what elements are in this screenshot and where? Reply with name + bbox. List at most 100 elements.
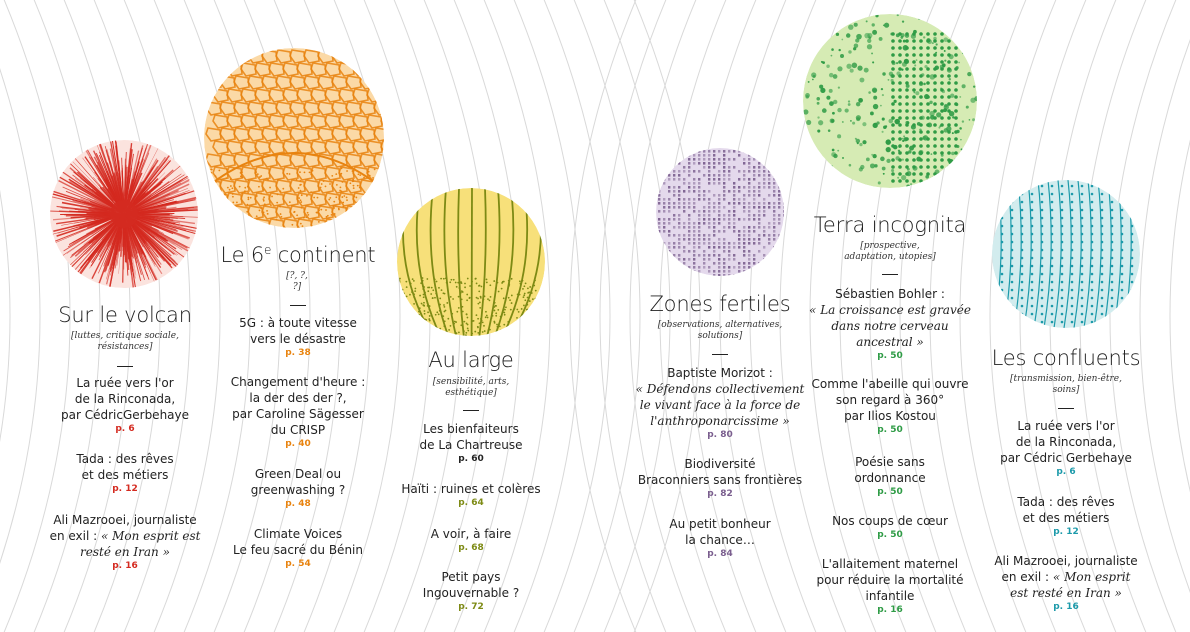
arc-line [543, 0, 611, 632]
title-superscript: e [264, 243, 272, 257]
toc-entry[interactable]: Les bienfaiteurs de La Chartreuse p. 60 [380, 421, 562, 465]
divider [290, 305, 306, 306]
entry-line: est resté en Iran » [1010, 586, 1122, 600]
entry-line: l'anthroponarcissime » [650, 414, 790, 428]
arc-line [33, 0, 101, 632]
toc-entry[interactable]: Green Deal ou greenwashing ? p. 48 [200, 466, 396, 510]
toc-entry[interactable]: Baptiste Morizot : « Défendons collectiv… [615, 365, 825, 441]
arc-line [629, 0, 697, 632]
entry-line: resté en Iran » [80, 545, 170, 559]
entry-line: La ruée vers l'or [76, 376, 174, 390]
entry-line: Les bienfaiteurs [423, 422, 519, 436]
entry-line: La ruée vers l'or [1017, 419, 1115, 433]
entry-line: Ali Mazrooei, journaliste [53, 513, 197, 527]
toc-entry[interactable]: Petit pays Ingouvernable ? p. 72 [380, 569, 562, 613]
arc-line [153, 0, 221, 632]
entry-line: de la Rinconada, [1015, 435, 1117, 449]
arc-line [3, 0, 71, 632]
entry-line: en exil : « Mon esprit est [49, 529, 201, 543]
arc-line [0, 68, 41, 564]
page-number: p. 50 [877, 487, 903, 497]
toc-entry[interactable]: 5G : à toute vitesse vers le désastre p.… [200, 315, 396, 359]
orb-base [803, 14, 977, 188]
toc-entry[interactable]: Climate Voices Le feu sacré du Bénin p. … [200, 526, 396, 570]
page-number: p. 60 [458, 454, 484, 464]
section-subtitle: [transmission, bien-être, soins] [1010, 374, 1122, 395]
entry-line: et des métiers [81, 468, 169, 482]
toc-entry[interactable]: Au petit bonheur la chance… p. 84 [615, 516, 825, 560]
section-subtitle: [?, ?, ?] [286, 271, 308, 292]
green-dots-orb [803, 14, 977, 188]
entry-line: et des métiers [1022, 511, 1110, 525]
orb-pattern [803, 14, 977, 188]
orb-base [992, 180, 1140, 328]
entry-line: Sébastien Bohler : [835, 287, 945, 301]
divider [463, 410, 479, 411]
toc-entry[interactable]: Tada : des rêves et des métiers p. 12 [968, 494, 1164, 538]
page-number: p. 54 [285, 559, 311, 569]
toc-entry[interactable]: La ruée vers l'or de la Rinconada, par C… [30, 375, 220, 435]
page-number: p. 84 [707, 549, 733, 559]
toc-entry[interactable]: A voir, à faire p. 68 [380, 526, 562, 554]
arc-line [633, 0, 701, 632]
entry-line: en exil : « Mon esprit [1001, 570, 1131, 584]
toc-entry[interactable]: Tada : des rêves et des métiers p. 12 [30, 451, 220, 495]
page-number: p. 80 [707, 430, 733, 440]
entry-line: « La croissance est gravée [809, 303, 971, 317]
toc-entry[interactable]: Biodiversité Braconniers sans frontières… [615, 456, 825, 500]
entry-line: la der des der ?, [249, 391, 347, 405]
entry-line: du CRISP [270, 423, 326, 437]
toc-entry[interactable]: Changement d'heure : la der des der ?, p… [200, 374, 396, 450]
title-part: continent [271, 243, 376, 267]
entry-line: de La Chartreuse [419, 438, 523, 452]
toc-entry[interactable]: Comme l'abeille qui ouvre son regard à 3… [790, 376, 990, 436]
arc-line [483, 0, 551, 632]
page-number: p. 12 [112, 484, 138, 494]
arc-line [749, 0, 817, 632]
entry-line: infantile [865, 589, 915, 603]
toc-entry[interactable]: La ruée vers l'or de la Rinconada, par C… [968, 418, 1164, 478]
arc-line [659, 0, 727, 632]
arc-line [1169, 139, 1190, 493]
entry-line: Haïti : ruines et colères [401, 482, 541, 496]
entry-line: ancestral » [856, 335, 924, 349]
purple-weave-orb [656, 148, 784, 276]
page-number: p. 72 [458, 602, 484, 612]
orb-pattern [397, 188, 545, 336]
page-number: p. 16 [1053, 602, 1079, 612]
entry-line: dans notre cerveau [831, 319, 949, 333]
orb-pattern [656, 148, 784, 276]
orb-pattern [50, 140, 198, 288]
toc-entry[interactable]: L'allaitement maternel pour réduire la m… [790, 556, 990, 616]
section-subtitle: [observations, alternatives, solutions] [657, 320, 783, 341]
toc-entry[interactable]: Poésie sans ordonnance p. 50 [790, 454, 990, 498]
entry-line: Tada : des rêves [76, 452, 174, 466]
toc-entry[interactable]: Sébastien Bohler : « La croissance est g… [790, 286, 990, 362]
entry-line: Changement d'heure : [230, 375, 366, 389]
entry-line: Comme l'abeille qui ouvre [811, 377, 969, 391]
entry-line: greenwashing ? [250, 483, 346, 497]
entry-line: le vivant face à la force de [639, 398, 801, 412]
section-subtitle: [prospective, adaptation, utopies] [844, 241, 936, 262]
entry-line: vers le désastre [250, 332, 346, 346]
title-part: Le 6 [220, 243, 265, 267]
page-number: p. 16 [877, 605, 903, 615]
toc-entry[interactable]: Haïti : ruines et colères p. 64 [380, 481, 562, 509]
divider [712, 354, 728, 355]
toc-entry[interactable]: Ali Mazrooei, journaliste en exil : « Mo… [968, 553, 1164, 613]
arc-line [0, 190, 11, 442]
page-number: p. 48 [285, 499, 311, 509]
toc-entry[interactable]: Ali Mazrooei, journaliste en exil : « Mo… [30, 512, 220, 572]
entry-line: 5G : à toute vitesse [239, 316, 357, 330]
arc-line [1139, 39, 1190, 593]
entry-line: par Ilios Kostou [844, 409, 936, 423]
section-subtitle: [luttes, critique sociale, résistances] [71, 331, 179, 352]
toc-entry[interactable]: Nos coups de cœur p. 50 [790, 513, 990, 541]
divider [117, 366, 133, 367]
entry-line: par Cédric Gerbehaye [1000, 451, 1132, 465]
arc-line [183, 0, 251, 632]
section-title: Sur le volcan [58, 303, 192, 327]
entry-line: Baptiste Morizot : [667, 366, 773, 380]
page-number: p. 40 [285, 439, 311, 449]
divider [1058, 408, 1074, 409]
